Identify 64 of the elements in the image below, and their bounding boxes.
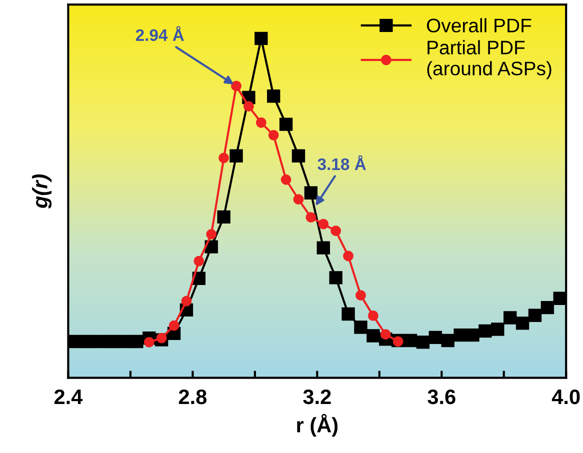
point bbox=[92, 334, 106, 348]
point bbox=[168, 320, 180, 331]
point bbox=[318, 218, 329, 230]
point bbox=[441, 334, 454, 348]
legend-label: Overall PDF bbox=[426, 18, 532, 32]
legend-label: Partial PDF (around ASPs) bbox=[427, 40, 552, 80]
point bbox=[206, 229, 217, 240]
point bbox=[503, 311, 517, 324]
point bbox=[553, 292, 566, 305]
point bbox=[181, 296, 192, 306]
point bbox=[428, 330, 442, 344]
point bbox=[156, 332, 167, 344]
point bbox=[454, 328, 467, 342]
point bbox=[243, 101, 254, 112]
annotation: 2.94 Å bbox=[136, 26, 184, 42]
point bbox=[329, 271, 342, 284]
point bbox=[144, 336, 154, 348]
point bbox=[68, 334, 82, 348]
point bbox=[354, 320, 368, 334]
point bbox=[292, 149, 306, 162]
point bbox=[528, 308, 542, 322]
x-tick-label: 3.2 bbox=[303, 389, 331, 404]
point bbox=[516, 316, 530, 330]
point bbox=[306, 212, 316, 223]
point bbox=[466, 328, 480, 342]
point bbox=[342, 307, 355, 321]
point bbox=[368, 310, 378, 321]
point bbox=[330, 226, 342, 236]
x-tick-label: 2.4 bbox=[54, 389, 83, 404]
point bbox=[218, 152, 230, 164]
point bbox=[416, 336, 430, 349]
x-tick-label: 4.0 bbox=[552, 389, 580, 404]
x-axis-title: r (Å) bbox=[297, 414, 338, 437]
point bbox=[478, 324, 492, 338]
x-tick-label: 3.6 bbox=[428, 389, 456, 404]
point bbox=[293, 194, 304, 205]
point bbox=[491, 322, 504, 336]
point bbox=[105, 334, 118, 348]
point bbox=[404, 334, 418, 348]
point bbox=[343, 250, 354, 262]
point bbox=[380, 329, 391, 340]
point bbox=[280, 174, 292, 185]
y-axis-title: g(r) bbox=[32, 174, 52, 209]
point bbox=[279, 118, 293, 131]
point bbox=[80, 334, 94, 348]
point bbox=[366, 329, 380, 342]
point bbox=[254, 32, 268, 46]
x-tick-label: 2.8 bbox=[178, 389, 207, 404]
point bbox=[304, 186, 318, 200]
annotation: 3.18 Å bbox=[318, 155, 366, 170]
point bbox=[266, 90, 280, 103]
point bbox=[268, 130, 279, 140]
point bbox=[540, 300, 554, 314]
point bbox=[194, 256, 204, 266]
point bbox=[231, 80, 242, 92]
point bbox=[230, 149, 243, 162]
point bbox=[356, 290, 366, 301]
point bbox=[118, 334, 131, 348]
point bbox=[217, 210, 230, 224]
point bbox=[316, 241, 330, 254]
point bbox=[130, 334, 144, 348]
point bbox=[204, 240, 218, 254]
point bbox=[392, 336, 404, 347]
point bbox=[256, 117, 266, 128]
